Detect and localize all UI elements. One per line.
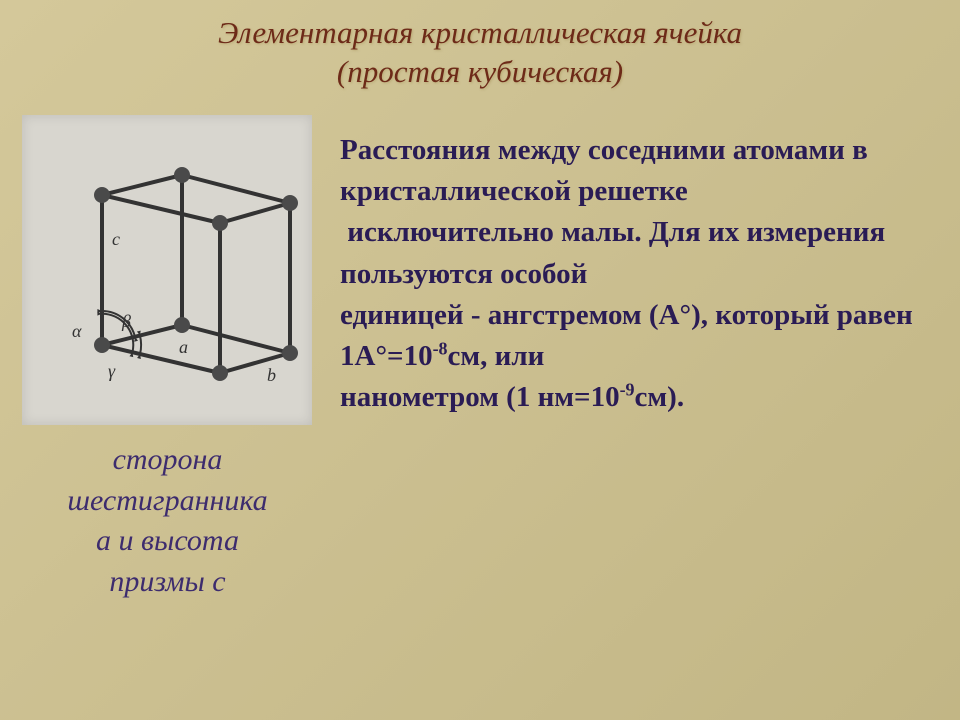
svg-text:α: α <box>72 321 82 341</box>
svg-text:γ: γ <box>108 361 116 381</box>
unit-cell-diagram: a b c α β γ <box>22 115 312 425</box>
main-text: Расстояния между соседними атомами в кри… <box>340 130 935 418</box>
svg-text:β: β <box>121 311 131 331</box>
svg-text:a: a <box>179 337 188 357</box>
svg-text:c: c <box>112 229 120 249</box>
main-seg3: единицей - ангстремом (А°), который раве… <box>340 299 913 372</box>
title-line1: Элементарная кристаллическая ячейка <box>218 15 742 50</box>
main-seg6: см). <box>635 381 685 413</box>
svg-text:b: b <box>267 365 276 385</box>
caption-line1: сторона <box>113 443 223 476</box>
title-line2: (простая кубическая) <box>337 54 623 89</box>
caption-line4-pre: призмы <box>109 565 212 598</box>
caption-line2: шестигранника <box>67 484 267 517</box>
main-seg1: Расстояния между соседними атомами в кри… <box>340 134 868 207</box>
caption-var-c: с <box>212 565 225 598</box>
caption-line3-mid: и высота <box>111 524 239 557</box>
diagram-caption: сторона шестигранника а и высота призмы … <box>15 440 320 602</box>
main-seg2: исключительно малы. Для их измерения пол… <box>340 216 885 289</box>
caption-var-a: а <box>96 524 111 557</box>
main-seg4: см, или <box>448 340 545 372</box>
main-exp2: -9 <box>620 379 635 399</box>
cube-svg: a b c α β γ <box>22 115 312 425</box>
main-exp1: -8 <box>433 338 448 358</box>
slide-title: Элементарная кристаллическая ячейка (про… <box>0 0 960 92</box>
main-seg5: нанометром (1 нм=10 <box>340 381 620 413</box>
